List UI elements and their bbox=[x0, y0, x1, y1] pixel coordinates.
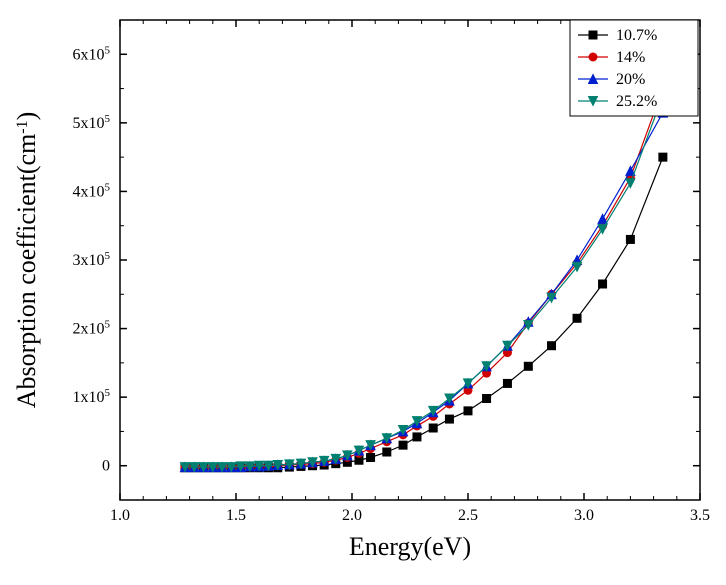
y-tick-label: 4x105 bbox=[73, 181, 111, 200]
marker-square bbox=[626, 235, 634, 243]
y-tick-label: 2x105 bbox=[73, 319, 111, 338]
absorption-chart: 1.0 1.5 2.0 2.5 3.0 3.5 0 1x105 2x105 3x105 4x105 5… bbox=[0, 0, 726, 580]
marker-square bbox=[367, 453, 375, 461]
marker-square bbox=[503, 379, 511, 387]
y-tick-label: 5x105 bbox=[73, 113, 111, 132]
marker-square bbox=[573, 314, 581, 322]
marker-square bbox=[589, 31, 597, 39]
y-tick-label: 6x105 bbox=[73, 44, 111, 63]
marker-square bbox=[548, 342, 556, 350]
y-tick-label: 0 bbox=[102, 458, 110, 475]
legend-label: 20% bbox=[616, 71, 645, 88]
marker-square bbox=[399, 441, 407, 449]
x-tick-label: 3.5 bbox=[690, 507, 710, 524]
marker-triangle-down bbox=[598, 225, 607, 234]
legend-label: 25.2% bbox=[616, 93, 657, 110]
series-line-2 bbox=[185, 113, 663, 468]
marker-square bbox=[429, 424, 437, 432]
marker-square bbox=[524, 362, 532, 370]
legend-label: 14% bbox=[616, 49, 645, 66]
y-tick-label: 3x105 bbox=[73, 250, 111, 269]
marker-square bbox=[599, 280, 607, 288]
x-tick-label: 2.5 bbox=[458, 507, 478, 524]
y-tick-label: 1x105 bbox=[73, 387, 111, 406]
x-tick-label: 2.0 bbox=[342, 507, 362, 524]
series-line-3 bbox=[185, 95, 663, 467]
marker-square bbox=[445, 415, 453, 423]
marker-square bbox=[413, 433, 421, 441]
legend-label: 10.7% bbox=[616, 27, 657, 44]
marker-square bbox=[659, 153, 667, 161]
marker-square bbox=[483, 395, 491, 403]
x-axis-title: Energy(eV) bbox=[349, 532, 471, 561]
marker-triangle-up bbox=[598, 214, 607, 223]
series-line-1 bbox=[185, 89, 663, 468]
x-tick-label: 1.5 bbox=[226, 507, 246, 524]
marker-circle bbox=[589, 53, 597, 61]
x-tick-label: 3.0 bbox=[574, 507, 594, 524]
x-tick-label: 1.0 bbox=[110, 507, 130, 524]
marker-square bbox=[464, 407, 472, 415]
y-axis-title: Absorption coefficient(cm-1) bbox=[12, 112, 41, 409]
marker-square bbox=[383, 448, 391, 456]
